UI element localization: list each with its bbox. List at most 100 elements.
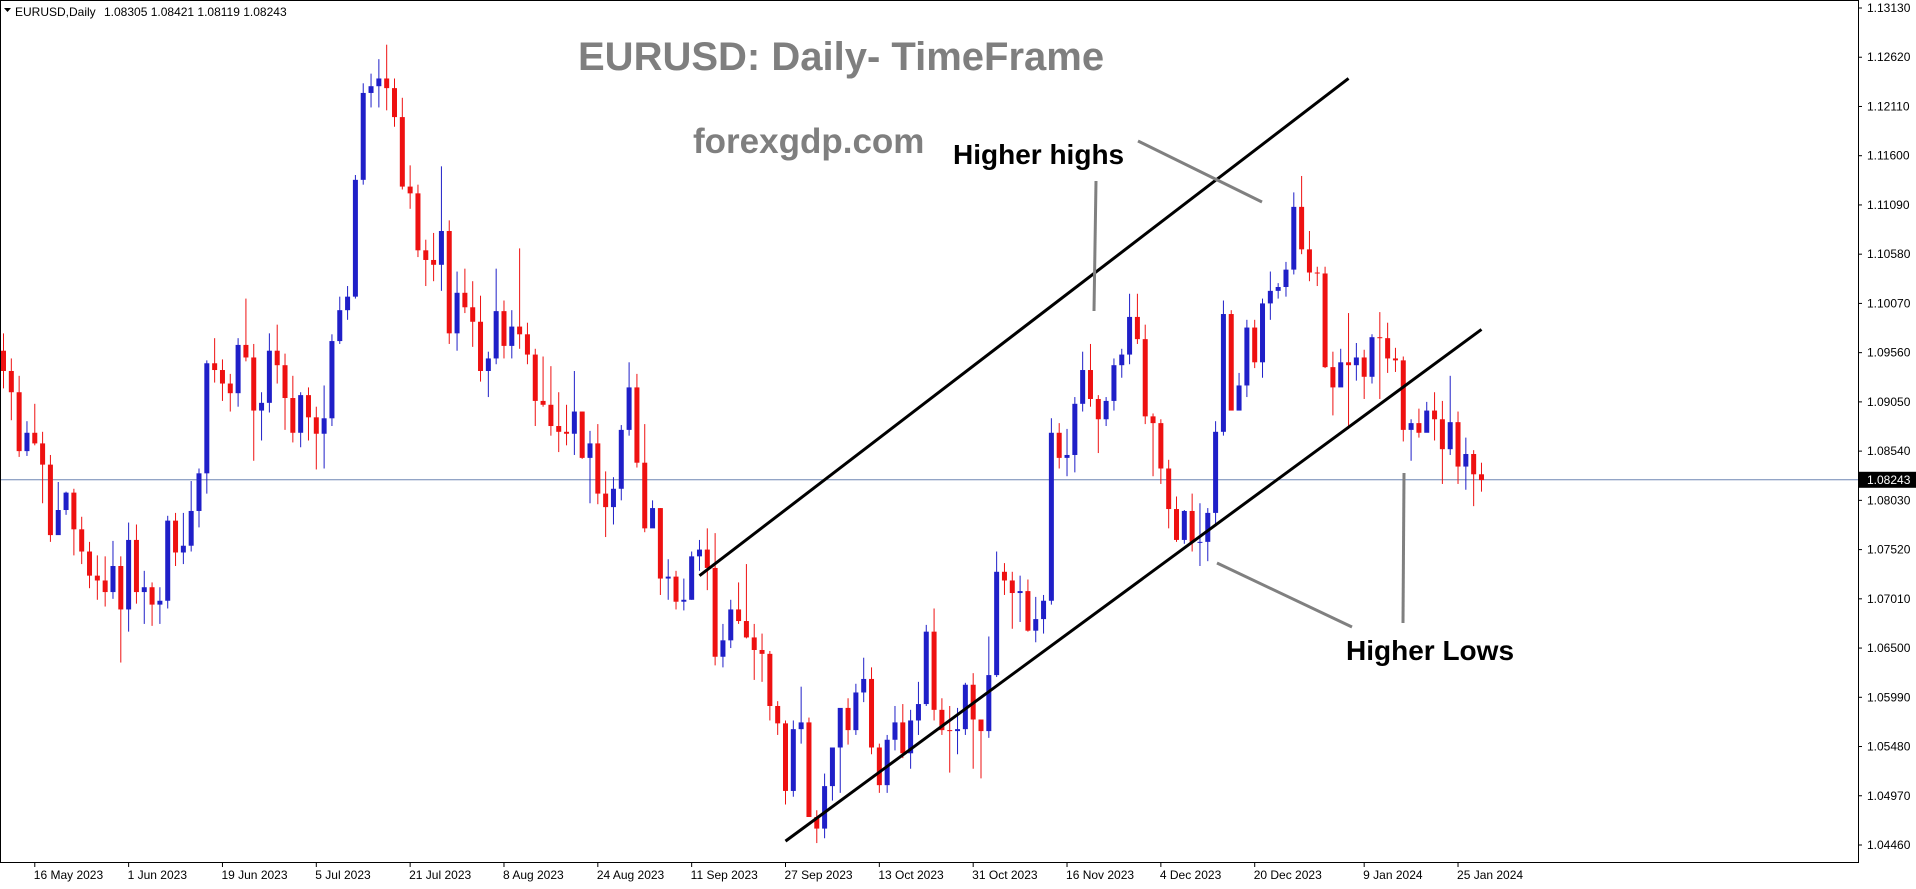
candle[interactable] [149,582,155,626]
candle[interactable] [1400,356,1406,442]
candle[interactable] [243,298,249,362]
candle[interactable] [837,707,843,793]
candle[interactable] [110,540,116,599]
candle[interactable] [368,73,374,108]
candle[interactable] [282,353,288,430]
candle[interactable] [1009,571,1015,629]
candle[interactable] [775,701,781,735]
candle[interactable] [47,454,53,542]
candle[interactable] [1017,575,1023,622]
candle[interactable] [783,720,788,805]
candle[interactable] [1439,400,1445,484]
candle[interactable] [219,359,225,401]
candle[interactable] [994,551,1000,678]
candle[interactable] [493,268,499,365]
candle[interactable] [1369,334,1375,384]
candle[interactable] [501,300,507,359]
candle[interactable] [673,570,679,610]
candle[interactable] [1346,313,1352,429]
candle[interactable] [1127,293,1133,365]
candle[interactable] [939,698,945,735]
candle[interactable] [1158,419,1164,484]
candle[interactable] [822,773,828,839]
candle[interactable] [829,747,835,801]
candle[interactable] [16,375,22,457]
candle[interactable] [235,338,241,407]
candle[interactable] [1299,175,1305,255]
candle[interactable] [1001,563,1007,595]
candle[interactable] [266,333,272,413]
chevron-down-icon[interactable] [4,8,11,12]
candle[interactable] [540,356,546,407]
candle[interactable] [1463,437,1469,490]
candle[interactable] [728,599,734,649]
candle[interactable] [352,175,358,299]
candle[interactable] [1322,266,1328,369]
candle[interactable] [259,392,265,441]
candle[interactable] [1166,459,1172,529]
candle[interactable] [720,623,726,668]
candle[interactable] [1471,450,1477,507]
candle[interactable] [1330,351,1336,416]
candle[interactable] [462,268,468,314]
candle[interactable] [1220,300,1226,436]
candle[interactable] [94,555,100,600]
candle[interactable] [204,360,210,494]
candle[interactable] [517,248,523,349]
candle[interactable] [399,97,405,190]
candle[interactable] [1478,462,1484,492]
candle[interactable] [337,296,343,344]
candle[interactable] [947,705,953,773]
candle[interactable] [642,424,648,533]
candle[interactable] [1447,375,1453,455]
candle[interactable] [431,232,437,282]
candle[interactable] [892,705,898,751]
candle[interactable] [1205,508,1211,562]
candle[interactable] [87,541,93,589]
candle[interactable] [767,650,773,721]
candle[interactable] [118,556,124,663]
candle[interactable] [165,515,171,609]
candle[interactable] [438,166,444,291]
candle[interactable] [1033,596,1039,643]
candle[interactable] [1072,397,1078,473]
candle[interactable] [1,333,6,389]
candle[interactable] [360,83,366,185]
candle[interactable] [24,421,30,456]
candle[interactable] [759,633,765,682]
candle[interactable] [126,522,132,632]
candle[interactable] [1416,408,1422,438]
candle[interactable] [696,539,702,571]
candle[interactable] [853,683,859,735]
candle[interactable] [689,551,695,600]
candle[interactable] [227,373,233,412]
candle[interactable] [1283,261,1289,297]
candle[interactable] [1228,310,1234,411]
candle[interactable] [657,508,663,595]
candle[interactable] [978,719,984,779]
candle[interactable] [1353,342,1359,381]
candle[interactable] [603,471,609,538]
candle[interactable] [1095,395,1101,454]
candle[interactable] [1150,413,1156,477]
candle[interactable] [376,59,382,108]
candle[interactable] [1314,266,1320,287]
candle[interactable] [1252,319,1258,369]
candle[interactable] [1408,419,1414,461]
candle[interactable] [736,582,742,624]
candle[interactable] [470,281,476,347]
candle[interactable] [423,239,429,287]
candle[interactable] [806,717,812,818]
candle[interactable] [392,78,397,127]
candle[interactable] [626,362,632,436]
candle[interactable] [478,295,484,382]
candle[interactable] [1064,428,1070,477]
candle[interactable] [1025,579,1031,632]
candle[interactable] [900,704,906,759]
candle[interactable] [986,636,992,738]
candle[interactable] [1244,319,1250,398]
candle[interactable] [180,512,186,565]
candle[interactable] [1142,324,1148,425]
candle[interactable] [634,373,640,468]
